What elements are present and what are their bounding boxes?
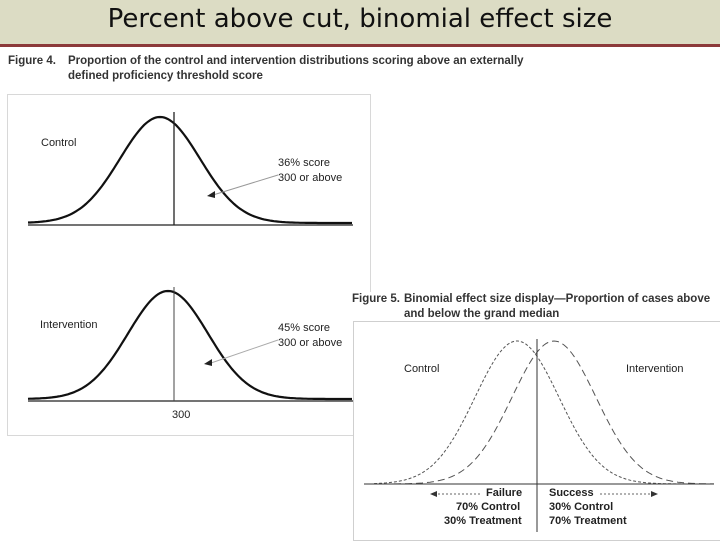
fig5-control-label: Control bbox=[404, 363, 440, 375]
success-control: 30% Control bbox=[549, 501, 614, 513]
failure-control: 70% Control bbox=[456, 501, 521, 513]
control-label: Control bbox=[41, 137, 77, 149]
control-note-line2: 300 or above bbox=[278, 172, 343, 184]
control-curve bbox=[28, 115, 352, 225]
slide-header bbox=[0, 0, 720, 46]
figure4-panel: Control 36% score 300 or above Intervent… bbox=[7, 94, 371, 436]
figure5-panel: Control Intervention Failure 70% Control… bbox=[353, 321, 720, 541]
success-arrow-head bbox=[651, 491, 658, 497]
figure4-caption-line1: Proportion of the control and interventi… bbox=[68, 55, 524, 67]
control-note-line1: 36% score bbox=[278, 157, 330, 169]
control-arrow-head bbox=[207, 191, 215, 198]
figure5-caption-line2: and below the grand median bbox=[404, 308, 560, 320]
figure5-caption-line1: Binomial effect size display—Proportion … bbox=[404, 293, 711, 305]
intervention-label: Intervention bbox=[40, 319, 98, 331]
intervention-arrow bbox=[210, 339, 279, 364]
intervention-note-line2: 300 or above bbox=[278, 337, 343, 349]
figure4-number: Figure 4. bbox=[8, 55, 56, 67]
figure5-caption: Figure 5. Binomial effect size display—P… bbox=[352, 292, 720, 322]
intervention-dist-curve bbox=[394, 340, 714, 485]
figure5-number: Figure 5. bbox=[352, 293, 400, 305]
fig5-intervention-label: Intervention bbox=[626, 363, 684, 375]
slide-title: Percent above cut, binomial effect size bbox=[107, 4, 613, 34]
control-dist-curve bbox=[373, 340, 694, 485]
intervention-note-line1: 45% score bbox=[278, 322, 330, 334]
failure-label: Failure bbox=[486, 487, 523, 499]
control-arrow bbox=[212, 174, 279, 196]
threshold-label: 300 bbox=[172, 409, 191, 421]
figure4-caption-line2: defined proficiency threshold score bbox=[68, 70, 263, 82]
intervention-arrow-head bbox=[204, 359, 212, 366]
intervention-curve bbox=[27, 289, 352, 401]
figure4-plot bbox=[27, 112, 353, 402]
success-treatment: 70% Treatment bbox=[549, 515, 627, 527]
failure-treatment: 30% Treatment bbox=[444, 515, 522, 527]
success-label: Success bbox=[549, 487, 594, 499]
header-rule bbox=[0, 44, 720, 47]
figure5-plot bbox=[364, 339, 714, 532]
failure-arrow-head bbox=[430, 491, 437, 497]
figure4-caption: Figure 4. Proportion of the control and … bbox=[8, 54, 608, 84]
